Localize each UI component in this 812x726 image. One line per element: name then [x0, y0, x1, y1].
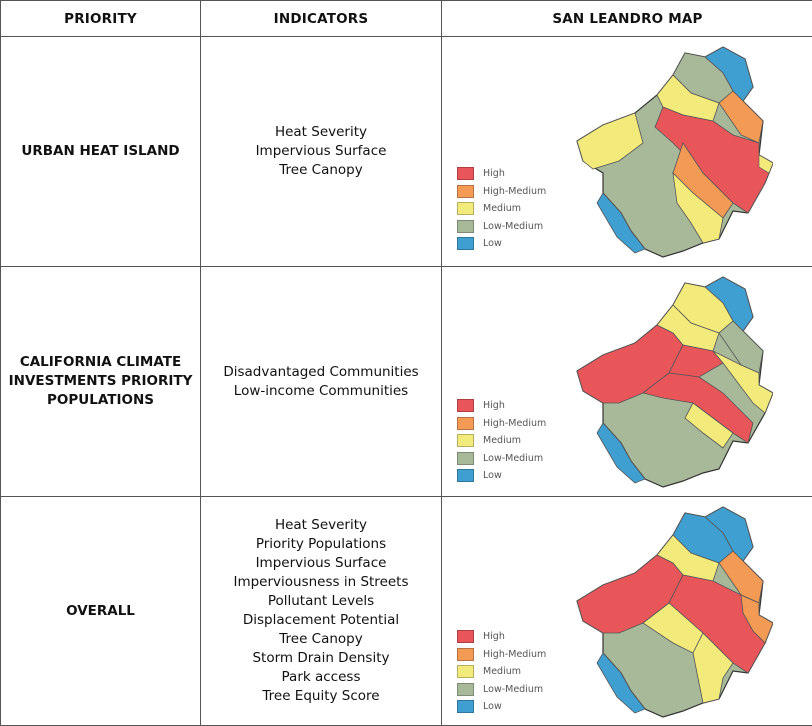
- legend-item-medium: Medium: [457, 200, 546, 218]
- legend-swatch: [457, 630, 474, 643]
- legend-label: High-Medium: [483, 418, 546, 429]
- legend-item-high-medium: High-Medium: [457, 183, 546, 201]
- legend-label: Low: [483, 238, 502, 249]
- map-legend: High High-Medium Medium Low-Medium Low: [457, 397, 546, 485]
- header-row: PRIORITY INDICATORS SAN LEANDRO MAP: [1, 1, 812, 37]
- legend-label: High: [483, 631, 505, 642]
- san-leandro-heat-map: [573, 43, 773, 258]
- legend-swatch: [457, 452, 474, 465]
- indicator-item: Priority Populations: [201, 535, 441, 554]
- map-legend: High High-Medium Medium Low-Medium Low: [457, 165, 546, 253]
- legend-label: Medium: [483, 435, 521, 446]
- legend-label: High-Medium: [483, 649, 546, 660]
- legend-label: Medium: [483, 666, 521, 677]
- indicators-cell: Disadvantaged Communities Low-income Com…: [201, 267, 442, 497]
- legend-item-low-medium: Low-Medium: [457, 450, 546, 468]
- indicators-cell: Heat Severity Impervious Surface Tree Ca…: [201, 37, 442, 267]
- legend-swatch: [457, 399, 474, 412]
- legend-swatch: [457, 185, 474, 198]
- legend-label: Medium: [483, 203, 521, 214]
- priority-cell: OVERALL: [1, 497, 201, 726]
- legend-label: Low: [483, 701, 502, 712]
- indicator-item: Impervious Surface: [201, 142, 441, 161]
- legend-swatch: [457, 434, 474, 447]
- indicators-cell: Heat Severity Priority Populations Imper…: [201, 497, 442, 726]
- indicator-item: Heat Severity: [201, 516, 441, 535]
- legend-item-low-medium: Low-Medium: [457, 218, 546, 236]
- indicator-item: Park access: [201, 668, 441, 687]
- indicator-item: Tree Canopy: [201, 630, 441, 649]
- map-cell: High High-Medium Medium Low-Medium Low: [442, 267, 812, 497]
- legend-label: Low-Medium: [483, 684, 543, 695]
- map-cell: High High-Medium Medium Low-Medium Low: [442, 37, 812, 267]
- legend-item-medium: Medium: [457, 432, 546, 450]
- indicator-item: Low-income Communities: [201, 382, 441, 401]
- legend-item-low-medium: Low-Medium: [457, 681, 546, 699]
- legend-item-medium: Medium: [457, 663, 546, 681]
- legend-swatch: [457, 167, 474, 180]
- legend-label: High-Medium: [483, 186, 546, 197]
- san-leandro-overall-map: [573, 503, 773, 718]
- san-leandro-priority-populations-map: [573, 273, 773, 488]
- legend-swatch: [457, 469, 474, 482]
- legend-item-low: Low: [457, 235, 546, 253]
- priority-cell: CALIFORNIA CLIMATE INVESTMENTS PRIORITY …: [1, 267, 201, 497]
- legend-item-low: Low: [457, 698, 546, 716]
- map-cell: High High-Medium Medium Low-Medium Low: [442, 497, 812, 726]
- indicator-item: Imperviousness in Streets: [201, 573, 441, 592]
- indicator-item: Heat Severity: [201, 123, 441, 142]
- map-header: SAN LEANDRO MAP: [442, 1, 812, 37]
- legend-swatch: [457, 700, 474, 713]
- indicator-item: Disadvantaged Communities: [201, 363, 441, 382]
- table-row: OVERALL Heat Severity Priority Populatio…: [1, 497, 812, 726]
- indicator-item: Tree Equity Score: [201, 687, 441, 706]
- indicator-item: Displacement Potential: [201, 611, 441, 630]
- legend-swatch: [457, 220, 474, 233]
- indicator-item: Storm Drain Density: [201, 649, 441, 668]
- legend-item-high: High: [457, 628, 546, 646]
- legend-swatch: [457, 237, 474, 250]
- indicator-item: Pollutant Levels: [201, 592, 441, 611]
- legend-item-high-medium: High-Medium: [457, 646, 546, 664]
- legend-swatch: [457, 417, 474, 430]
- table-row: CALIFORNIA CLIMATE INVESTMENTS PRIORITY …: [1, 267, 812, 497]
- indicator-item: Impervious Surface: [201, 554, 441, 573]
- legend-label: Low-Medium: [483, 453, 543, 464]
- legend-label: High: [483, 168, 505, 179]
- indicators-header: INDICATORS: [201, 1, 442, 37]
- legend-item-high: High: [457, 397, 546, 415]
- legend-swatch: [457, 648, 474, 661]
- table-row: URBAN HEAT ISLAND Heat Severity Impervio…: [1, 37, 812, 267]
- map-legend: High High-Medium Medium Low-Medium Low: [457, 628, 546, 716]
- legend-label: Low-Medium: [483, 221, 543, 232]
- legend-swatch: [457, 202, 474, 215]
- indicator-item: Tree Canopy: [201, 161, 441, 180]
- legend-swatch: [457, 665, 474, 678]
- legend-label: High: [483, 400, 505, 411]
- legend-item-high-medium: High-Medium: [457, 415, 546, 433]
- priority-cell: URBAN HEAT ISLAND: [1, 37, 201, 267]
- legend-item-low: Low: [457, 467, 546, 485]
- legend-item-high: High: [457, 165, 546, 183]
- legend-label: Low: [483, 470, 502, 481]
- priority-header: PRIORITY: [1, 1, 201, 37]
- legend-swatch: [457, 683, 474, 696]
